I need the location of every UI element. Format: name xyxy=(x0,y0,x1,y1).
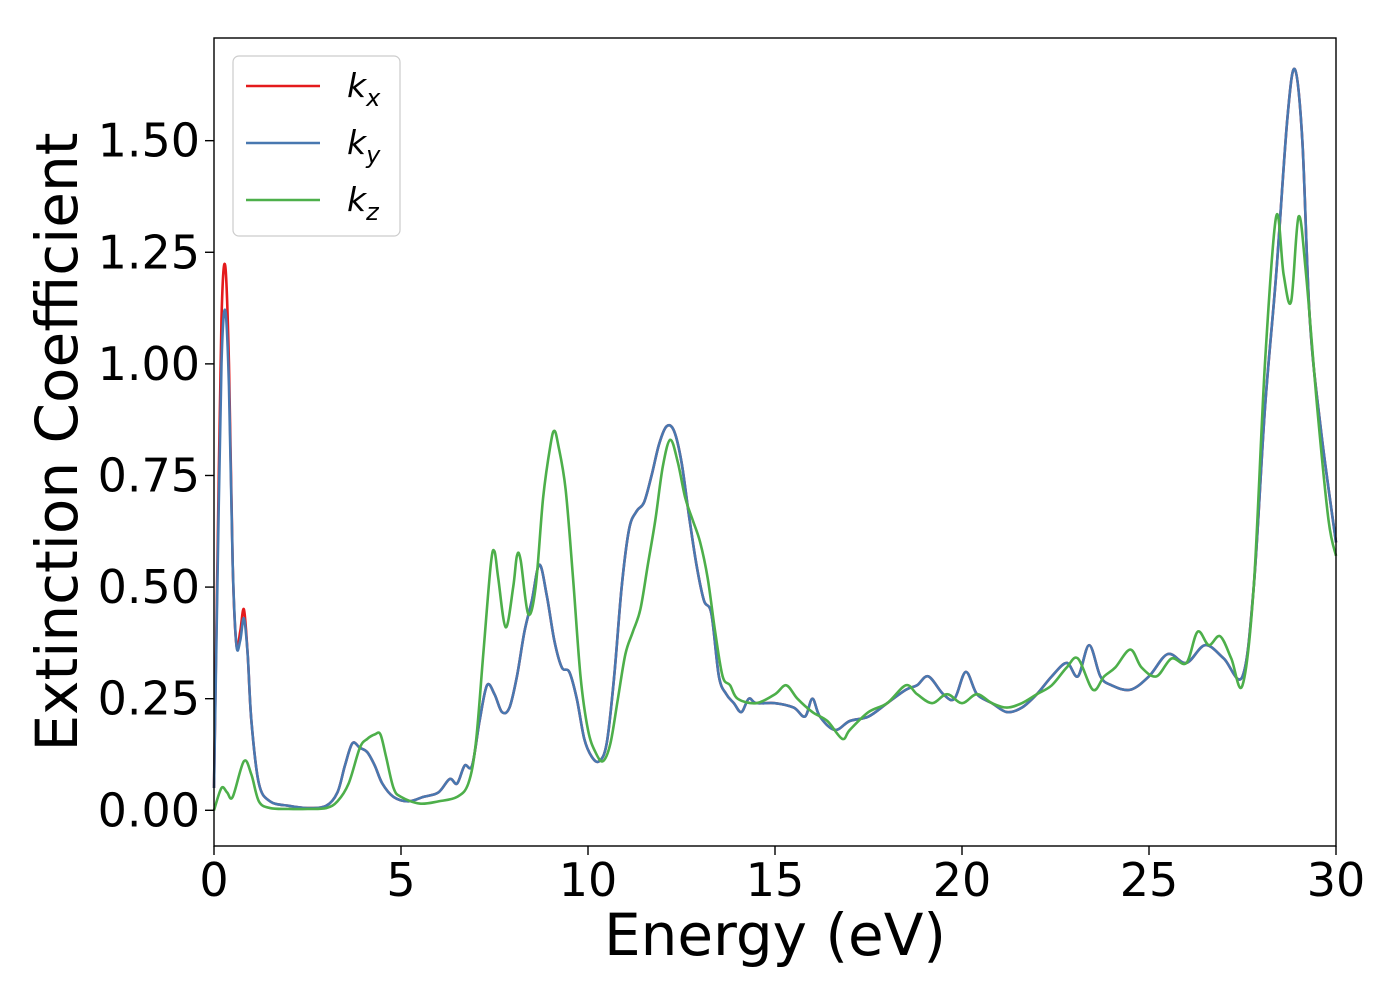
x-tick-label: 15 xyxy=(746,853,805,907)
x-tick-label: 5 xyxy=(386,853,415,907)
legend-label-base: k xyxy=(347,180,368,219)
x-tick-label: 0 xyxy=(199,853,228,907)
series-line-kz xyxy=(212,212,1338,811)
series-lines xyxy=(212,67,1338,811)
y-tick-label: 0.25 xyxy=(98,672,200,726)
series-line-ky xyxy=(212,67,1338,810)
y-axis-label: Extinction Coefficient xyxy=(23,133,91,752)
y-tick-label: 1.50 xyxy=(98,114,200,168)
y-tick-label: 1.00 xyxy=(98,337,200,391)
legend-label-subscript: y xyxy=(365,141,381,169)
x-axis: 0 5 10 15 20 25 30 xyxy=(199,846,1365,907)
y-tick-label: 0.75 xyxy=(98,448,200,502)
legend-box xyxy=(232,55,401,237)
x-tick-label: 25 xyxy=(1120,853,1179,907)
y-tick-label: 1.25 xyxy=(98,225,200,279)
legend-label-kz: kz xyxy=(347,180,380,226)
legend-label-ky: ky xyxy=(347,123,381,169)
y-tick-label: 0.00 xyxy=(98,783,200,837)
legend-label-subscript: x xyxy=(365,84,381,112)
x-tick-label: 20 xyxy=(933,853,992,907)
x-tick-label: 30 xyxy=(1307,853,1366,907)
legend-label-base: k xyxy=(347,66,368,105)
x-tick-label: 10 xyxy=(559,853,618,907)
legend-label-subscript: z xyxy=(365,198,380,226)
y-tick-label: 0.50 xyxy=(98,560,200,614)
legend-label-kx: kx xyxy=(347,66,381,112)
x-axis-label: Energy (eV) xyxy=(604,901,946,969)
y-axis: 0.00 0.25 0.50 0.75 1.00 1.25 1.50 xyxy=(98,114,214,837)
legend-label-base: k xyxy=(347,123,368,162)
